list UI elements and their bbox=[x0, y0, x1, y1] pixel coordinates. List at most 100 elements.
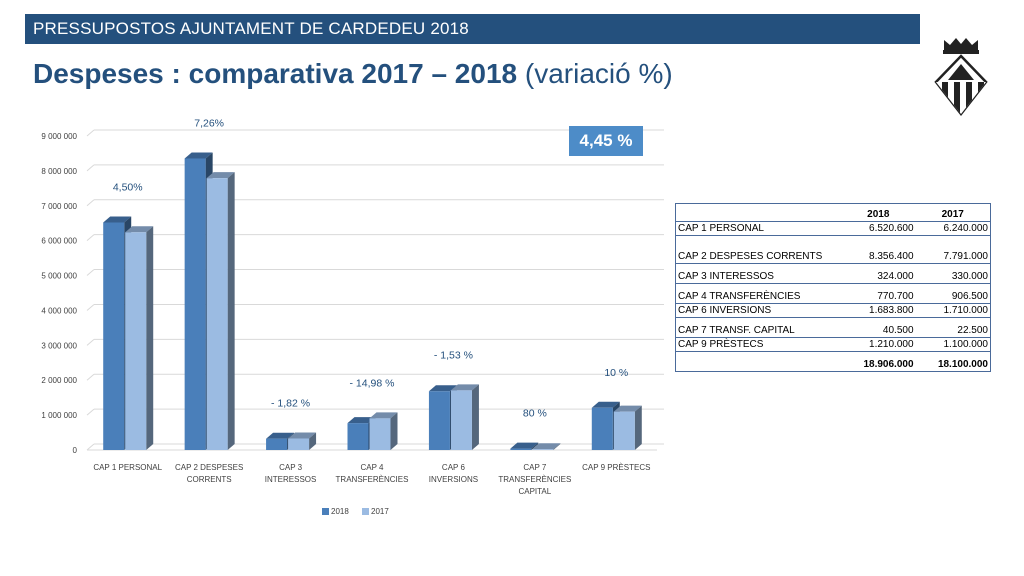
x-tick-label: INVERSIONS bbox=[429, 475, 478, 484]
y-tick-label: 5 000 000 bbox=[41, 272, 77, 281]
bar-2018 bbox=[184, 158, 206, 451]
table-row: CAP 1 PERSONAL 6.520.600 6.240.000 bbox=[675, 222, 991, 236]
variation-label: - 14,98 % bbox=[350, 377, 395, 389]
bar-top-2017 bbox=[369, 412, 398, 419]
variation-label: - 1,53 % bbox=[434, 349, 473, 361]
bar-2017 bbox=[369, 418, 391, 450]
coat-of-arms-icon bbox=[934, 38, 988, 116]
table-cell: CAP 9 PRÈSTECS bbox=[678, 339, 764, 350]
page-title-main: Despeses : comparativa 2017 – 2018 bbox=[33, 58, 518, 89]
table-cell: 6.240.000 bbox=[943, 223, 989, 234]
page-title: Despeses : comparativa 2017 – 2018 (vari… bbox=[33, 58, 673, 90]
table-cell: 18.100.000 bbox=[937, 359, 988, 370]
bar-top-2018 bbox=[266, 432, 295, 439]
table-row: CAP 9 PRÈSTECS 1.210.000 1.100.000 bbox=[675, 338, 991, 352]
table-cell: 8.356.400 bbox=[869, 251, 914, 262]
bar-2017 bbox=[288, 438, 310, 450]
gridline-depth bbox=[86, 269, 95, 276]
table-cell: CAP 6 INVERSIONS bbox=[678, 305, 772, 316]
x-tick-label: TRANSFERÈNCIES bbox=[498, 475, 571, 484]
bar-top-2018 bbox=[428, 385, 457, 392]
bar-side-2017 bbox=[227, 172, 235, 450]
table-cell: 1.710.000 bbox=[943, 305, 989, 316]
y-tick-label: 1 000 000 bbox=[41, 411, 77, 420]
table-cell: 330.000 bbox=[951, 271, 988, 282]
table-cell: CAP 3 INTERESSOS bbox=[678, 271, 774, 282]
table-cell: 324.000 bbox=[877, 271, 914, 282]
table-cell: CAP 1 PERSONAL bbox=[678, 223, 764, 234]
bar-2018 bbox=[510, 448, 532, 450]
y-tick-label: 8 000 000 bbox=[41, 167, 77, 176]
table-total-row: 18.906.000 18.100.000 bbox=[675, 352, 991, 372]
header-bar-text: PRESSUPOSTOS AJUNTAMENT DE CARDEDEU 2018 bbox=[33, 19, 469, 38]
bar-2017 bbox=[206, 178, 228, 450]
table-header-cell: 2017 bbox=[941, 209, 964, 220]
gridline-depth bbox=[86, 199, 95, 207]
variation-label: 10 % bbox=[604, 367, 628, 379]
bar-top-2017 bbox=[125, 226, 154, 233]
x-tick-label: CAP 2 DESPESES bbox=[175, 463, 243, 472]
table-cell: 6.520.600 bbox=[869, 223, 914, 234]
bar-top-2017 bbox=[206, 172, 235, 179]
bar-top-2017 bbox=[613, 405, 642, 412]
table-header-cell bbox=[676, 204, 842, 222]
table-cell: CAP 2 DESPESES CORRENTS bbox=[678, 251, 823, 262]
bar-top-2017 bbox=[532, 443, 561, 450]
x-tick-label: CAP 7 bbox=[523, 463, 547, 472]
table-row: CAP 4 TRANSFERÈNCIES 770.700 906.500 bbox=[675, 284, 991, 304]
gridline-depth bbox=[86, 304, 95, 311]
x-tick-label: TRANSFERÈNCIES bbox=[336, 475, 409, 484]
total-variation-badge: 4,45 % bbox=[569, 126, 643, 156]
bar-2018 bbox=[103, 222, 125, 450]
legend-label: 2017 bbox=[371, 507, 389, 516]
table-row: CAP 2 DESPESES CORRENTS 8.356.400 7.791.… bbox=[675, 236, 991, 264]
gridline-depth bbox=[86, 443, 95, 451]
bar-top-2018 bbox=[591, 401, 620, 408]
table-row: CAP 3 INTERESSOS 324.000 330.000 bbox=[675, 264, 991, 284]
table-cell: 7.791.000 bbox=[943, 251, 989, 262]
header-bar: PRESSUPOSTOS AJUNTAMENT DE CARDEDEU 2018 bbox=[25, 14, 920, 44]
variation-label: 80 % bbox=[523, 408, 547, 420]
bar-side-2017 bbox=[390, 412, 398, 450]
variation-label: - 1,82 % bbox=[271, 397, 310, 409]
table-header-row: 2018 2017 bbox=[675, 204, 991, 222]
bar-2017 bbox=[450, 390, 472, 450]
bar-top-2018 bbox=[184, 152, 213, 159]
bar-2018 bbox=[266, 438, 288, 450]
legend-swatch-2018 bbox=[322, 508, 329, 515]
bar-top-2017 bbox=[288, 432, 317, 439]
bar-top-2018 bbox=[510, 442, 539, 449]
bar-2017 bbox=[613, 411, 635, 450]
y-tick-label: 3 000 000 bbox=[41, 341, 77, 350]
table-cell bbox=[676, 352, 842, 372]
table-cell: 770.700 bbox=[877, 291, 914, 302]
legend-swatch-2017 bbox=[362, 508, 369, 515]
bar-2018 bbox=[591, 407, 613, 450]
bar-top-2017 bbox=[450, 384, 479, 391]
x-tick-label: CORRENTS bbox=[187, 475, 232, 484]
table-cell: 22.500 bbox=[957, 325, 988, 336]
table-cell: 18.906.000 bbox=[863, 359, 914, 370]
table-cell: 1.683.800 bbox=[869, 305, 914, 316]
x-tick-label: CAP 9 PRÈSTECS bbox=[582, 463, 650, 472]
gridline-depth bbox=[86, 129, 95, 137]
gridline-depth bbox=[86, 408, 95, 416]
table-cell: 1.210.000 bbox=[869, 339, 914, 350]
bar-side-2017 bbox=[553, 443, 561, 450]
bar-2017 bbox=[532, 449, 554, 450]
table-cell: 906.500 bbox=[951, 291, 988, 302]
x-tick-label: CAP 4 bbox=[361, 463, 385, 472]
x-tick-label: CAP 1 PERSONAL bbox=[93, 463, 162, 472]
bar-side-2017 bbox=[471, 384, 479, 450]
bar-side-2017 bbox=[634, 405, 642, 450]
bar-top-2018 bbox=[103, 216, 132, 223]
bar-2018 bbox=[347, 423, 369, 450]
gridline-depth bbox=[86, 373, 95, 381]
legend-label: 2018 bbox=[331, 507, 349, 516]
bar-2018 bbox=[428, 391, 450, 450]
bar-side-2018 bbox=[531, 442, 539, 450]
page-title-suffix: (variació %) bbox=[517, 58, 673, 89]
variation-label: 7,26% bbox=[194, 117, 224, 129]
bar-side-2017 bbox=[309, 432, 317, 450]
